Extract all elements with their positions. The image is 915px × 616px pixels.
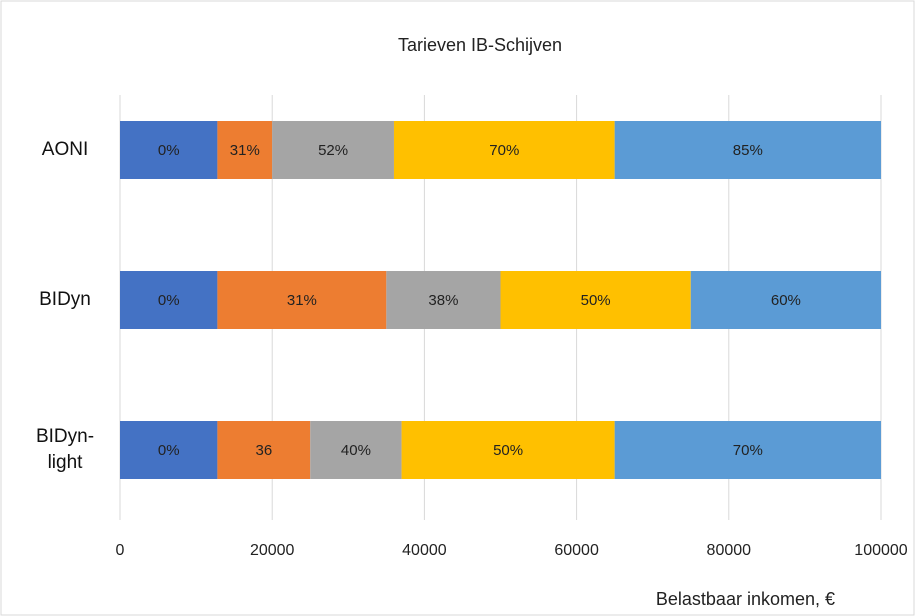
segment-label: 40% <box>341 442 371 459</box>
x-tick-label: 40000 <box>402 542 447 559</box>
chart-title: Tarieven IB-Schijven <box>398 35 562 55</box>
x-axis-label: Belastbaar inkomen, € <box>656 589 835 609</box>
bar-segment <box>310 421 402 479</box>
segment-label: 85% <box>733 142 763 159</box>
segment-label: 70% <box>733 442 763 459</box>
segment-label: 70% <box>489 142 519 159</box>
bar-segment <box>272 121 394 179</box>
bar-segment <box>614 421 881 479</box>
segment-label: 31% <box>230 142 260 159</box>
x-tick-label: 80000 <box>707 542 752 559</box>
bar-segment <box>393 121 615 179</box>
bar-segment <box>217 121 273 179</box>
segment-label: 50% <box>493 442 523 459</box>
segment-label: 38% <box>428 292 458 309</box>
bar-segment <box>217 421 311 479</box>
segment-label: 0% <box>158 142 180 159</box>
segment-label: 0% <box>158 292 180 309</box>
segment-label: 36 <box>255 442 272 459</box>
x-tick-label: 60000 <box>554 542 599 559</box>
bar-segment <box>690 271 881 329</box>
bar-segment <box>217 271 387 329</box>
category-label: AONI <box>41 139 89 160</box>
segment-label: 50% <box>581 292 611 309</box>
bar-segment <box>401 421 615 479</box>
bar-segment <box>614 121 881 179</box>
category-label: BIDyn-light <box>35 426 95 473</box>
category-label: BIDyn <box>39 289 91 310</box>
bar-segment <box>120 421 218 479</box>
bar-segment <box>500 271 691 329</box>
x-tick-label: 100000 <box>854 542 907 559</box>
segment-label: 31% <box>287 292 317 309</box>
x-tick-label: 0 <box>116 542 125 559</box>
segment-label: 60% <box>771 292 801 309</box>
x-tick-label: 20000 <box>250 542 295 559</box>
bar-segment <box>386 271 501 329</box>
segment-label: 52% <box>318 142 348 159</box>
bar-segment <box>120 271 218 329</box>
bar-segment <box>120 121 218 179</box>
segment-label: 0% <box>158 442 180 459</box>
